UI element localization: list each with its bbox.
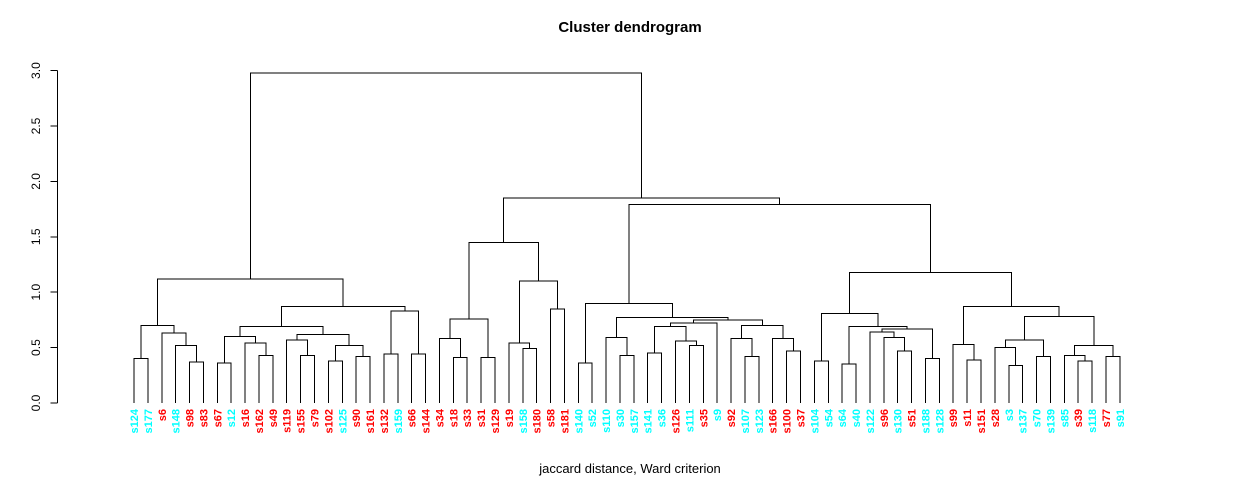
- leaf-label: s54: [823, 408, 835, 427]
- leaf-label: s141: [643, 409, 655, 433]
- y-tick-label: 0.5: [29, 339, 43, 356]
- leaf-label: s166: [768, 409, 780, 433]
- leaf-label: s12: [226, 409, 238, 427]
- leaf-label: s140: [573, 409, 585, 433]
- leaf-label: s19: [504, 409, 516, 427]
- leaf-label: s159: [393, 409, 405, 433]
- leaf-label: s3: [1004, 409, 1016, 421]
- leaf-label: s151: [976, 409, 988, 433]
- leaf-label: s132: [379, 409, 391, 433]
- leaf-label: s79: [310, 409, 322, 427]
- leaf-label: s31: [476, 409, 488, 427]
- leaf-label: s9: [712, 409, 724, 421]
- leaf-label: s180: [532, 409, 544, 433]
- leaf-label: s104: [809, 408, 821, 433]
- leaf-label: s35: [698, 409, 710, 427]
- leaf-label: s100: [782, 409, 794, 433]
- leaf-label: s90: [351, 409, 363, 427]
- dendrogram-tree: [133, 72, 1121, 403]
- leaf-label: s161: [365, 409, 377, 433]
- leaf-label: s77: [1101, 409, 1113, 427]
- y-tick-label: 1.5: [29, 228, 43, 245]
- leaf-label: s130: [893, 409, 905, 433]
- leaf-label: s125: [337, 409, 349, 433]
- leaf-label: s37: [795, 409, 807, 427]
- leaf-label: s122: [865, 409, 877, 433]
- leaf-label: s128: [934, 409, 946, 433]
- leaf-label: s99: [948, 409, 960, 427]
- y-axis: 0.0 0.5 1.0 1.5 2.0 2.5 3.0: [29, 62, 58, 411]
- leaf-label: s139: [1045, 409, 1057, 433]
- leaf-label: s85: [1059, 409, 1071, 427]
- leaf-label: s33: [462, 409, 474, 427]
- y-tick-label: 2.0: [29, 173, 43, 190]
- leaf-label: s96: [879, 409, 891, 427]
- leaf-label: s102: [323, 409, 335, 433]
- leaf-label: s126: [671, 409, 683, 433]
- leaf-label: s91: [1115, 409, 1127, 427]
- leaf-label: s51: [907, 409, 919, 427]
- leaf-label: s129: [490, 409, 502, 433]
- leaf-label: s39: [1073, 409, 1085, 427]
- y-tick-label: 3.0: [29, 62, 43, 79]
- leaf-label: s144: [421, 408, 433, 433]
- leaf-label: s124: [129, 408, 141, 433]
- leaf-label: s188: [920, 409, 932, 433]
- leaf-label: s119: [282, 409, 294, 433]
- chart-title: Cluster dendrogram: [558, 19, 702, 36]
- leaf-label: s67: [212, 409, 224, 427]
- leaf-label: s36: [657, 409, 669, 427]
- leaf-label: s158: [518, 409, 530, 433]
- leaf-label: s137: [1018, 409, 1030, 433]
- leaf-label: s11: [962, 409, 974, 427]
- leaf-label: s18: [448, 409, 460, 427]
- leaf-label: s181: [559, 409, 571, 433]
- leaf-label: s66: [407, 409, 419, 427]
- leaf-label: s155: [296, 409, 308, 433]
- leaf-label: s52: [587, 409, 599, 427]
- leaf-label: s58: [546, 409, 558, 427]
- leaf-label: s118: [1087, 409, 1099, 433]
- leaf-label: s98: [185, 409, 197, 427]
- y-tick-label: 1.0: [29, 284, 43, 301]
- leaf-label: s64: [837, 408, 849, 427]
- leaf-label: s16: [240, 409, 252, 427]
- leaf-label: s148: [171, 409, 183, 433]
- leaf-labels: s124 s177 s6 s148 s98 s83 s67 s12 s16 s162 s49 s119…: [129, 408, 1127, 433]
- leaf-label: s111: [684, 409, 696, 432]
- leaf-label: s70: [1032, 409, 1044, 427]
- leaf-label: s30: [615, 409, 627, 427]
- leaf-label: s40: [851, 409, 863, 427]
- leaf-label: s110: [601, 409, 613, 433]
- leaf-label: s107: [740, 409, 752, 433]
- leaf-label: s34: [434, 408, 446, 427]
- leaf-label: s162: [254, 409, 266, 433]
- leaf-label: s92: [726, 409, 738, 427]
- leaf-label: s123: [754, 409, 766, 433]
- leaf-label: s157: [629, 409, 641, 433]
- leaf-label: s83: [198, 409, 210, 427]
- leaf-label: s6: [157, 409, 169, 421]
- leaf-label: s28: [990, 409, 1002, 427]
- x-axis-caption: jaccard distance, Ward criterion: [539, 461, 721, 476]
- y-tick-label: 2.5: [29, 117, 43, 134]
- leaf-label: s177: [143, 409, 155, 433]
- y-tick-label: 0.0: [29, 394, 43, 411]
- leaf-label: s49: [268, 409, 280, 427]
